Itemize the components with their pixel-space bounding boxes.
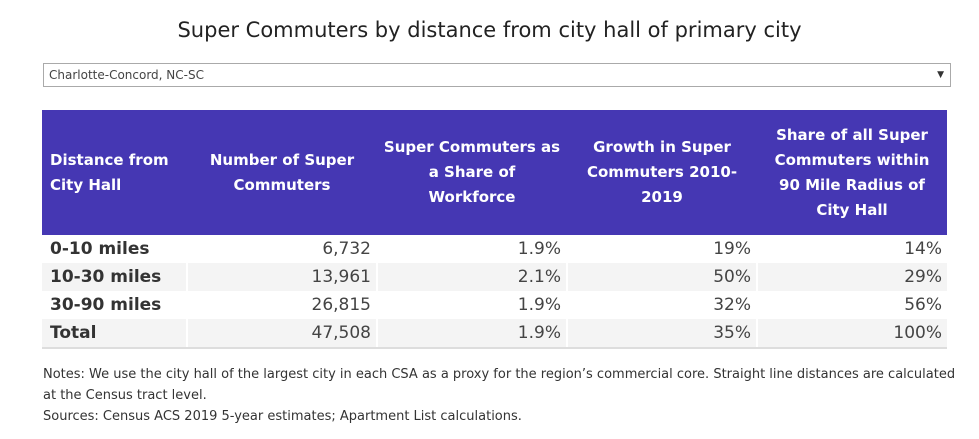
row-label: 10-30 miles [42,263,187,291]
row-label: 0-10 miles [50,239,150,259]
table-cell: 19% [566,235,757,263]
table-cell: 6,732 [186,235,377,263]
header-row: Distance from City Hall Number of Super … [42,110,947,235]
header-number: Number of Super Commuters [187,110,377,235]
notes: Notes: We use the city hall of the large… [43,364,963,427]
notes-text: Notes: We use the city hall of the large… [43,367,956,403]
row-label: 30-90 miles [50,295,162,315]
region-dropdown[interactable]: Charlotte-Concord, NC-SC ▼ [43,63,951,87]
table-cell: 100% [756,319,947,349]
table-cell: 14% [756,235,947,263]
sources-text: Sources: Census ACS 2019 5-year estimate… [43,409,522,424]
header-distance: Distance from City Hall [42,110,187,235]
caret-down-icon[interactable]: ▼ [937,70,944,80]
row-label: Total [42,319,187,349]
table-cell: 35% [566,319,757,349]
table-cell: 1.9% [376,291,567,319]
super-commuters-table: Distance from City Hall Number of Super … [42,110,947,349]
table-cell: 47,508 [186,319,377,349]
table-cell: 32% [566,291,757,319]
table-cell: 26,815 [186,291,377,319]
region-dropdown-value: Charlotte-Concord, NC-SC [49,68,204,82]
table-cell: 1.9% [376,319,567,349]
table-row: 0-10 miles 6,732 1.9% 19% 14% [42,235,947,263]
table-cell: 56% [756,291,947,319]
table-row: 30-90 miles 26,815 1.9% 32% 56% [42,291,947,319]
table-cell: 13,961 [186,263,377,291]
table-cell: 2.1% [376,263,567,291]
header-share-all: Share of all Super Commuters within 90 M… [757,110,947,235]
table-row: Total 47,508 1.9% 35% 100% [42,319,947,349]
table-cell: 1.9% [376,235,567,263]
header-share-workforce: Super Commuters as a Share of Workforce [377,110,567,235]
table-cell: 29% [756,263,947,291]
table-row: 10-30 miles 13,961 2.1% 50% 29% [42,263,947,291]
header-growth: Growth in Super Commuters 2010-2019 [567,110,757,235]
table-cell: 50% [566,263,757,291]
page-title: Super Commuters by distance from city ha… [177,18,802,42]
